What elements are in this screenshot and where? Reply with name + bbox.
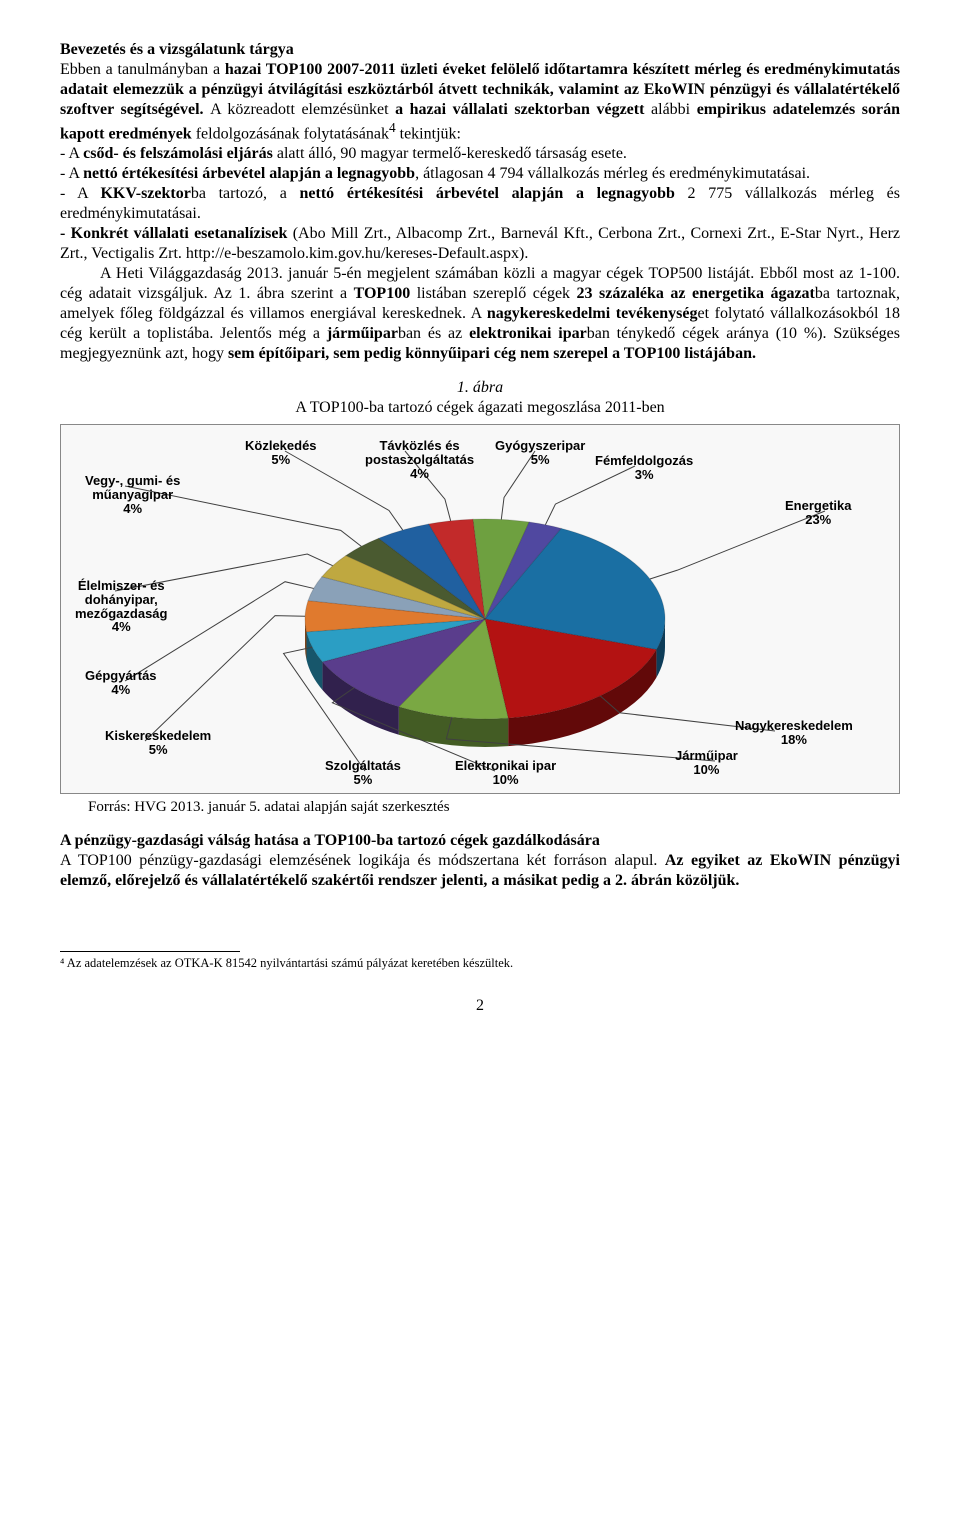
section-heading: A pénzügy-gazdasági válság hatása a TOP1…: [60, 831, 900, 851]
leader-line: [145, 616, 305, 741]
bullet-item: - Konkrét vállalati esetanalízisek (Abo …: [60, 224, 900, 264]
pie-slice-label: Gyógyszeripar 5%: [495, 439, 585, 466]
body-paragraph: A TOP100 pénzügy-gazdasági elemzésének l…: [60, 851, 900, 891]
pie-chart-figure: Energetika 23% Nagykereskedelem 18% Járműi…: [60, 424, 900, 794]
section-heading: Bevezetés és a vizsgálatunk tárgya: [60, 40, 900, 60]
pie-slice-label: Élelmiszer- és dohányipar, mezőgazdaság …: [75, 579, 167, 634]
pie-slice-label: Járműipar 10%: [675, 749, 738, 776]
pie-slice-label: Nagykereskedelem 18%: [735, 719, 853, 746]
bullet-item: - A nettó értékesítési árbevétel alapján…: [60, 164, 900, 184]
footnote: ⁴ Az adatelemzések az OTKA-K 81542 nyilv…: [60, 956, 900, 972]
bullet-item: - A KKV-szektorba tartozó, a nettó érték…: [60, 184, 900, 224]
figure-source: Forrás: HVG 2013. január 5. adatai alapj…: [88, 798, 900, 817]
body-paragraph: A Heti Világgazdaság 2013. január 5-én m…: [60, 264, 900, 364]
pie-slice-label: Energetika 23%: [785, 499, 851, 526]
pie-slice-label: Kiskereskedelem 5%: [105, 729, 211, 756]
pie-slice-label: Fémfeldolgozás 3%: [595, 454, 693, 481]
pie-slice-label: Elektronikai ipar 10%: [455, 759, 556, 786]
pie-slice-label: Közlekedés 5%: [245, 439, 317, 466]
pie-slice-label: Szolgáltatás 5%: [325, 759, 401, 786]
footnote-rule: [60, 951, 240, 952]
bullet-item: - A csőd- és felszámolási eljárás alatt …: [60, 144, 900, 164]
pie-slice-label: Vegy-, gumi- és műanyagipar 4%: [85, 474, 180, 515]
intro-paragraph: Ebben a tanulmányban a hazai TOP100 2007…: [60, 60, 900, 144]
pie-slice-label: Távközlés és postaszolgáltatás 4%: [365, 439, 474, 480]
page-number: 2: [60, 996, 900, 1016]
figure-number: 1. ábra: [457, 379, 503, 396]
pie-slice-label: Gépgyártás 4%: [85, 669, 157, 696]
figure-caption: A TOP100-ba tartozó cégek ágazati megosz…: [295, 399, 664, 416]
